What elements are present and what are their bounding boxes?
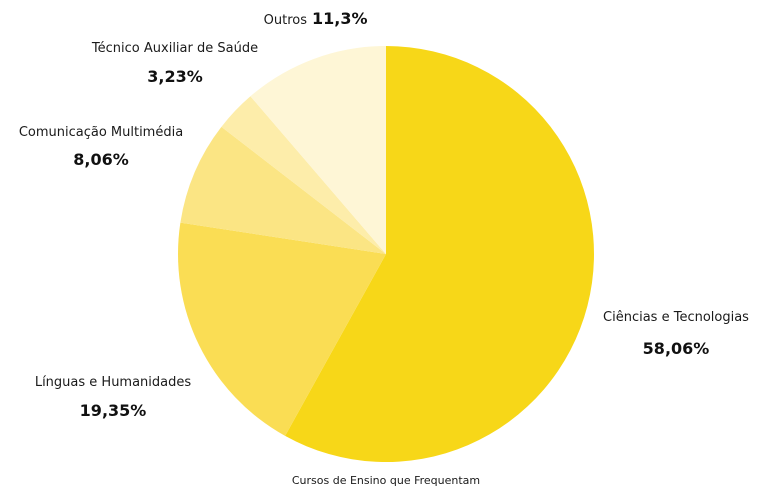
slice-value-comunicacao-multimedia: 8,06% (73, 150, 129, 169)
pie-slices (177, 46, 594, 462)
slice-value-linguas-humanidades: 19,35% (80, 401, 147, 420)
chart-caption: Cursos de Ensino que Frequentam (292, 474, 480, 487)
slice-labels: Ciências e Tecnologias 58,06% Línguas e … (19, 9, 749, 420)
slice-label-tecnico-auxiliar-saude: Técnico Auxiliar de Saúde (91, 41, 258, 56)
slice-label-ciencias-tecnologias: Ciências e Tecnologias (603, 310, 749, 325)
slice-label-outros: Outros (264, 13, 308, 28)
pie-slice-ciencias-e-tecnologias (285, 46, 594, 462)
slice-value-tecnico-auxiliar-saude: 3,23% (147, 67, 203, 86)
pie-slice-comunicacao-multimedia (180, 126, 386, 254)
slice-label-comunicacao-multimedia: Comunicação Multimédia (19, 125, 183, 140)
slice-label-linguas-humanidades: Línguas e Humanidades (35, 375, 192, 390)
pie-slice-tecnico-auxiliar-de-saude (221, 96, 386, 255)
pie-slice-linguas-e-humanidades (177, 222, 386, 436)
pie-slice-outros (250, 46, 386, 254)
slice-value-ciencias-tecnologias: 58,06% (643, 339, 710, 358)
slice-value-outros: 11,3% (312, 9, 368, 28)
